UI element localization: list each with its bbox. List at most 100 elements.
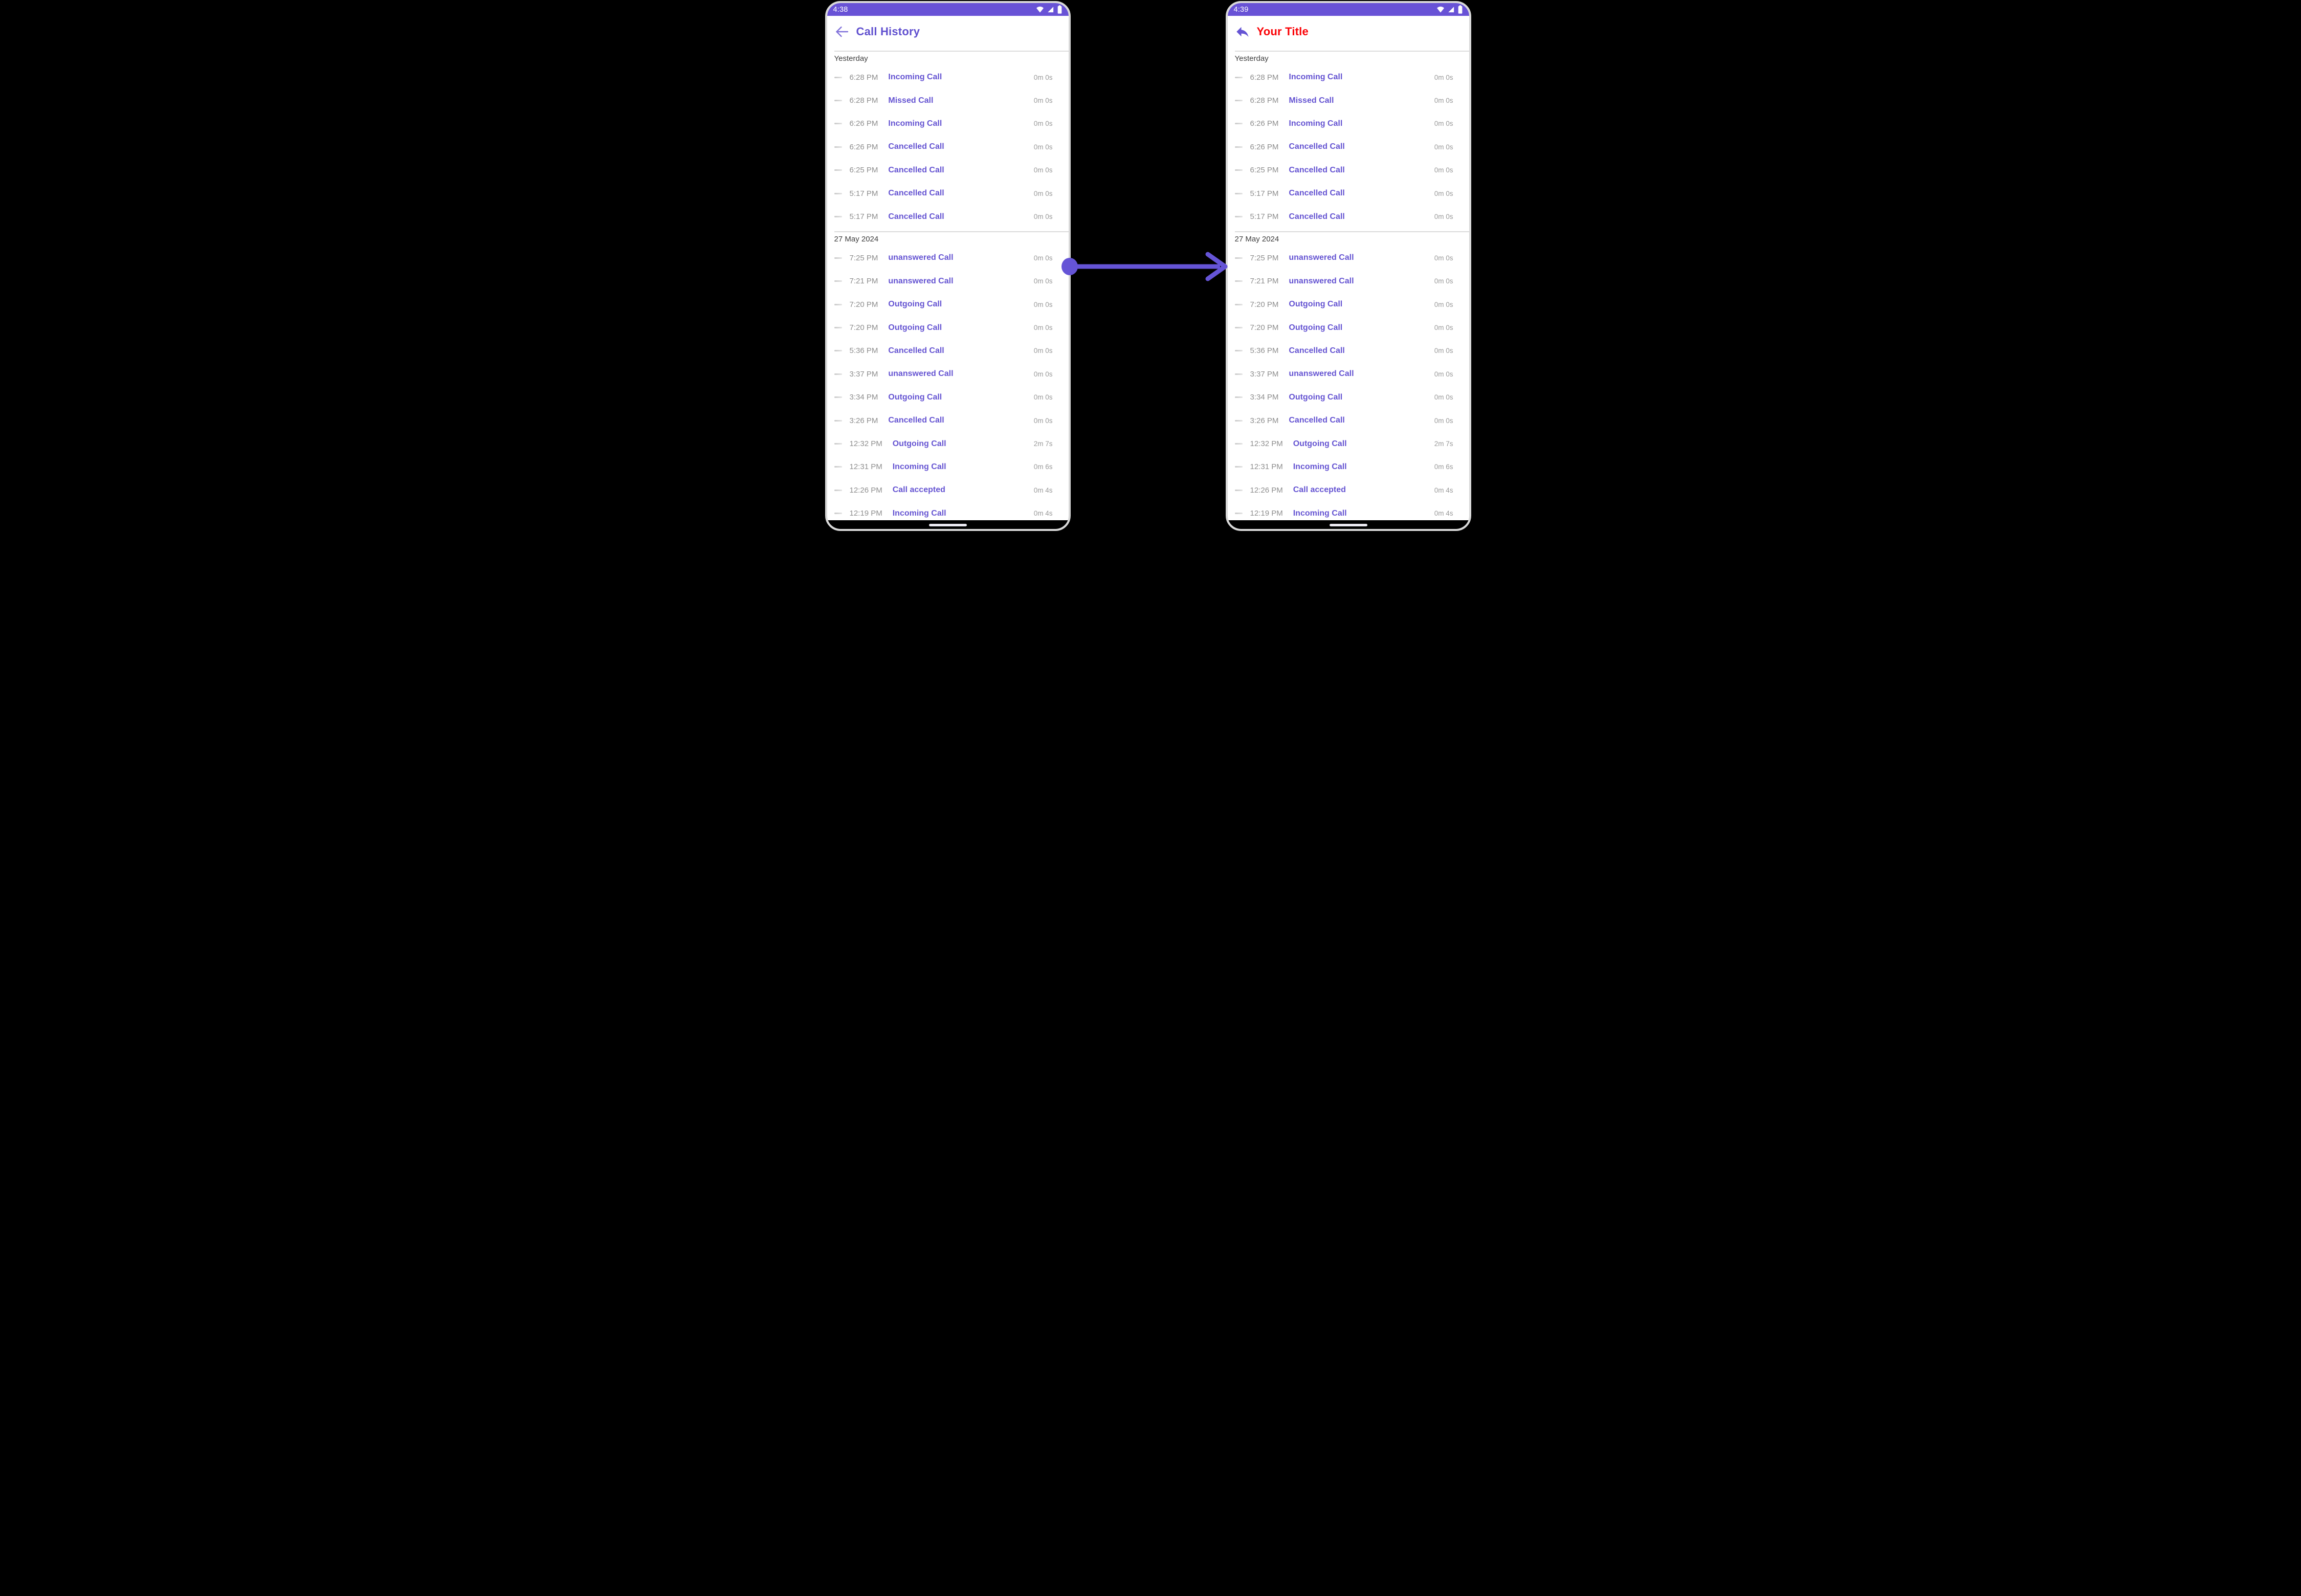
- call-type: Cancelled Call: [888, 346, 944, 355]
- call-row[interactable]: 5:17 PM Cancelled Call 0m 0s: [1228, 182, 1469, 205]
- call-time: 3:26 PM: [849, 416, 878, 425]
- call-row[interactable]: 12:26 PM Call accepted 0m 4s: [827, 479, 1069, 502]
- call-row[interactable]: 6:25 PM Cancelled Call 0m 0s: [827, 159, 1069, 182]
- reply-arrow-icon[interactable]: [1235, 24, 1250, 39]
- page-title: Your Title: [1256, 25, 1309, 38]
- call-row[interactable]: 3:34 PM Outgoing Call 0m 0s: [827, 386, 1069, 409]
- home-indicator[interactable]: [928, 523, 967, 526]
- call-duration: 0m 0s: [1033, 324, 1053, 332]
- canvas: 4:38: [767, 0, 1534, 532]
- call-type: Outgoing Call: [888, 392, 942, 402]
- call-duration: 0m 6s: [1434, 463, 1453, 471]
- call-time: 3:26 PM: [1250, 416, 1279, 425]
- call-row[interactable]: 3:34 PM Outgoing Call 0m 0s: [1228, 386, 1469, 409]
- call-time: 12:31 PM: [849, 462, 882, 472]
- call-row[interactable]: 12:32 PM Outgoing Call 2m 7s: [1228, 432, 1469, 455]
- app-header: Call History: [834, 23, 1069, 40]
- call-time: 6:26 PM: [1250, 119, 1279, 128]
- call-row[interactable]: 6:26 PM Incoming Call 0m 0s: [1228, 112, 1469, 135]
- section-header: 27 May 2024: [834, 234, 879, 243]
- call-duration: 0m 0s: [1033, 143, 1053, 151]
- status-icons: [1436, 5, 1463, 14]
- call-row[interactable]: 7:20 PM Outgoing Call 0m 0s: [1228, 316, 1469, 339]
- call-row[interactable]: 7:25 PM unanswered Call 0m 0s: [827, 247, 1069, 270]
- call-row[interactable]: 5:17 PM Cancelled Call 0m 0s: [827, 205, 1069, 228]
- call-row[interactable]: 5:36 PM Cancelled Call 0m 0s: [827, 339, 1069, 362]
- call-row[interactable]: 6:26 PM Cancelled Call 0m 0s: [827, 136, 1069, 159]
- call-type: Outgoing Call: [1293, 439, 1347, 448]
- call-row[interactable]: 12:31 PM Incoming Call 0m 6s: [1228, 455, 1469, 478]
- section-header: 27 May 2024: [1234, 234, 1279, 243]
- call-row[interactable]: 12:31 PM Incoming Call 0m 6s: [827, 455, 1069, 478]
- call-time: 12:32 PM: [849, 439, 882, 449]
- back-arrow-icon[interactable]: [834, 24, 850, 39]
- call-row[interactable]: 6:26 PM Cancelled Call 0m 0s: [1228, 136, 1469, 159]
- call-row[interactable]: 3:26 PM Cancelled Call 0m 0s: [827, 409, 1069, 432]
- call-type: unanswered Call: [1289, 253, 1354, 262]
- row-dash-icon: [834, 373, 842, 375]
- row-dash-icon: [1234, 443, 1243, 445]
- call-row[interactable]: 6:28 PM Incoming Call 0m 0s: [827, 66, 1069, 89]
- call-type: Cancelled Call: [1289, 165, 1345, 174]
- call-row[interactable]: 5:17 PM Cancelled Call 0m 0s: [1228, 205, 1469, 228]
- call-duration: 0m 0s: [1434, 416, 1453, 425]
- call-row[interactable]: 5:17 PM Cancelled Call 0m 0s: [827, 182, 1069, 205]
- call-row[interactable]: 3:37 PM unanswered Call 0m 0s: [827, 363, 1069, 386]
- call-row[interactable]: 7:20 PM Outgoing Call 0m 0s: [827, 316, 1069, 339]
- row-dash-icon: [1234, 257, 1243, 259]
- call-time: 3:37 PM: [1250, 369, 1279, 379]
- call-row[interactable]: 3:37 PM unanswered Call 0m 0s: [1228, 363, 1469, 386]
- call-row[interactable]: 5:36 PM Cancelled Call 0m 0s: [1228, 339, 1469, 362]
- row-dash-icon: [1234, 169, 1243, 171]
- call-row[interactable]: 6:25 PM Cancelled Call 0m 0s: [1228, 159, 1469, 182]
- call-row[interactable]: 7:20 PM Outgoing Call 0m 0s: [827, 293, 1069, 316]
- row-dash-icon: [1234, 192, 1243, 194]
- signal-icon: [1047, 6, 1054, 13]
- call-row[interactable]: 6:28 PM Missed Call 0m 0s: [1228, 89, 1469, 112]
- call-duration: 0m 0s: [1033, 120, 1053, 128]
- call-row[interactable]: 12:32 PM Outgoing Call 2m 7s: [827, 432, 1069, 455]
- call-duration: 0m 0s: [1033, 347, 1053, 355]
- call-time: 12:31 PM: [1250, 462, 1283, 472]
- call-time: 7:25 PM: [849, 253, 878, 262]
- call-duration: 0m 0s: [1434, 73, 1453, 81]
- call-type: Incoming Call: [1289, 119, 1343, 128]
- phone-call-history: 4:38: [825, 1, 1071, 531]
- call-row[interactable]: 12:26 PM Call accepted 0m 4s: [1228, 479, 1469, 502]
- call-row[interactable]: 6:28 PM Missed Call 0m 0s: [827, 89, 1069, 112]
- call-row[interactable]: 6:28 PM Incoming Call 0m 0s: [1228, 66, 1469, 89]
- call-row[interactable]: 7:21 PM unanswered Call 0m 0s: [1228, 270, 1469, 293]
- call-row[interactable]: 7:25 PM unanswered Call 0m 0s: [1228, 247, 1469, 270]
- call-type: Cancelled Call: [888, 212, 944, 221]
- call-time: 6:26 PM: [1250, 142, 1279, 151]
- call-type: Outgoing Call: [1289, 300, 1343, 309]
- call-row[interactable]: 3:26 PM Cancelled Call 0m 0s: [1228, 409, 1469, 432]
- call-duration: 0m 4s: [1434, 486, 1453, 494]
- call-type: Call accepted: [1293, 485, 1346, 495]
- call-row[interactable]: 6:26 PM Incoming Call 0m 0s: [827, 112, 1069, 135]
- call-row[interactable]: 7:20 PM Outgoing Call 0m 0s: [1228, 293, 1469, 316]
- call-row-partial[interactable]: 12:19 PM Incoming Call 0m 4s: [827, 502, 1069, 525]
- call-time: 7:21 PM: [849, 277, 878, 286]
- call-time: 7:25 PM: [1250, 253, 1279, 262]
- call-duration: 0m 0s: [1434, 143, 1453, 151]
- phone-your-title: 4:39 Your Title Yesterday 6:28: [1225, 1, 1471, 531]
- call-duration: 0m 0s: [1033, 97, 1053, 105]
- call-type: Cancelled Call: [1289, 212, 1345, 221]
- call-type: unanswered Call: [1289, 276, 1354, 285]
- call-time: 6:25 PM: [1250, 166, 1279, 175]
- call-duration: 0m 0s: [1033, 166, 1053, 174]
- row-dash-icon: [834, 100, 842, 102]
- row-dash-icon: [834, 466, 842, 468]
- call-row[interactable]: 7:21 PM unanswered Call 0m 0s: [827, 270, 1069, 293]
- status-bar: 4:38: [827, 3, 1069, 16]
- row-dash-icon: [834, 169, 842, 171]
- call-duration: 0m 4s: [1434, 509, 1453, 518]
- row-dash-icon: [1234, 146, 1243, 148]
- call-row-partial[interactable]: 12:19 PM Incoming Call 0m 4s: [1228, 502, 1469, 525]
- status-time: 4:39: [1233, 5, 1249, 14]
- call-time: 6:26 PM: [849, 119, 878, 128]
- home-indicator[interactable]: [1329, 523, 1367, 526]
- call-type: Cancelled Call: [1289, 189, 1345, 198]
- call-type: Incoming Call: [892, 508, 946, 518]
